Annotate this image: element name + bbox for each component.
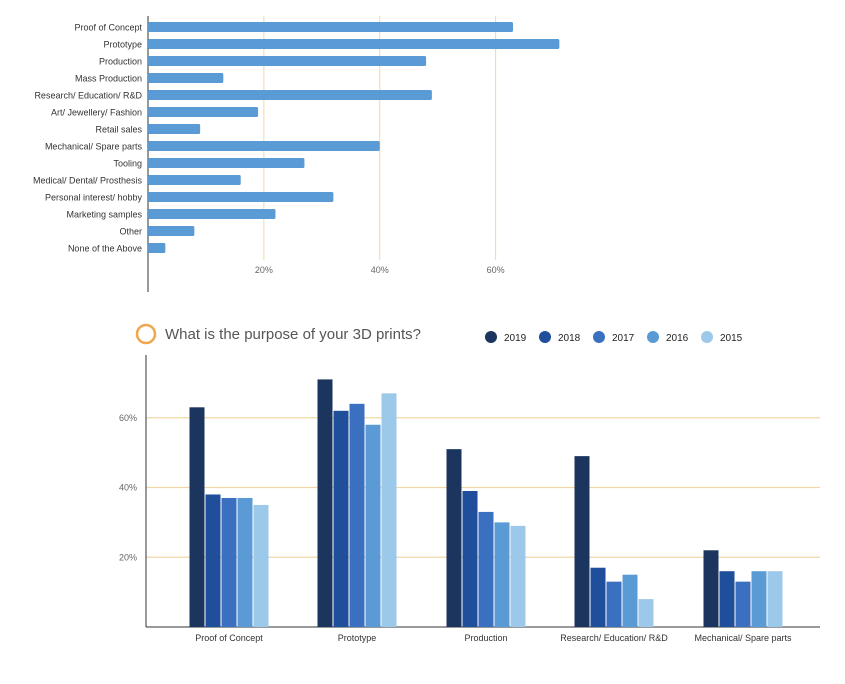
chart1-category-label: Personal interest/ hobby — [45, 193, 143, 203]
chart1-x-ticks: 20% 40% 60% — [255, 265, 505, 275]
chart2-bar-2016 — [365, 424, 381, 627]
chart1-category-label: Production — [99, 57, 142, 67]
legend-swatch-2016 — [647, 331, 659, 343]
chart2-bar-2019 — [574, 456, 590, 627]
chart2-bar-2017 — [478, 511, 494, 627]
chart1-bar — [148, 124, 201, 134]
chart1: Proof of Concept Prototype Production Mass … — [33, 16, 560, 292]
chart2-bar-2018 — [719, 571, 735, 627]
chart1-bar — [148, 73, 224, 83]
chart2-bar-2016 — [237, 497, 253, 627]
chart2-legend: 2019 2018 2017 2016 2015 — [485, 331, 743, 344]
chart1-category-label: Prototype — [103, 40, 142, 50]
chart2: What is the purpose of your 3D prints? 2… — [119, 323, 820, 643]
chart2-bar-2015 — [767, 571, 783, 627]
chart1-bar — [148, 56, 427, 66]
chart1-category-label: Retail sales — [95, 125, 142, 135]
legend-label-2015: 2015 — [720, 333, 743, 344]
chart2-bar-2018 — [590, 567, 606, 627]
chart2-bar-2017 — [735, 581, 751, 627]
chart2-bar-2018 — [205, 494, 221, 627]
chart2-bars — [189, 379, 783, 627]
chart2-bar-2019 — [703, 550, 719, 627]
chart1-category-label: Tooling — [113, 159, 142, 169]
chart2-y-ticks: 20% 40% 60% — [119, 413, 137, 562]
chart1-bar — [148, 158, 305, 168]
chart2-bar-2019 — [446, 449, 462, 627]
chart1-bar — [148, 22, 514, 32]
chart2-bar-2016 — [751, 571, 767, 627]
chart1-bar — [148, 175, 241, 185]
chart1-category-labels: Proof of Concept Prototype Production Mass … — [33, 23, 143, 254]
chart2-bar-2015 — [638, 599, 654, 627]
chart2-bar-2019 — [189, 407, 205, 627]
chart1-x-tick-label: 20% — [255, 265, 273, 275]
chart1-bar — [148, 39, 560, 49]
chart1-category-label: Medical/ Dental/ Prosthesis — [33, 176, 143, 186]
legend-swatch-2018 — [539, 331, 551, 343]
chart2-bar-2017 — [606, 581, 622, 627]
legend-swatch-2017 — [593, 331, 605, 343]
legend-label-2016: 2016 — [666, 333, 689, 344]
chart1-bar — [148, 141, 380, 151]
chart1-category-label: None of the Above — [68, 244, 142, 254]
chart2-bar-2016 — [494, 522, 510, 627]
chart1-category-label: Proof of Concept — [74, 23, 142, 33]
chart1-category-label: Marketing samples — [66, 210, 142, 220]
legend-swatch-2019 — [485, 331, 497, 343]
legend-swatch-2015 — [701, 331, 713, 343]
chart1-bar — [148, 90, 432, 100]
chart2-bar-2015 — [510, 525, 526, 627]
legend-label-2017: 2017 — [612, 333, 635, 344]
chart1-category-label: Art/ Jewellery/ Fashion — [51, 108, 142, 118]
chart1-x-tick-label: 40% — [371, 265, 389, 275]
chart2-category-label: Prototype — [338, 633, 377, 643]
chart1-bar — [148, 192, 334, 202]
chart1-bar — [148, 243, 166, 253]
chart2-bar-2015 — [253, 504, 269, 627]
chart2-bar-2019 — [317, 379, 333, 627]
legend-label-2018: 2018 — [558, 333, 581, 344]
chart2-bar-2017 — [349, 403, 365, 627]
chart2-category-labels: Proof of Concept Prototype Production Resea… — [195, 633, 792, 643]
chart2-bar-2018 — [333, 410, 349, 627]
chart1-category-label: Other — [119, 227, 142, 237]
legend-label-2019: 2019 — [504, 333, 527, 344]
chart2-bar-2016 — [622, 574, 638, 627]
chart2-bar-2015 — [381, 393, 397, 627]
chart1-category-label: Mass Production — [75, 74, 142, 84]
chart2-category-label: Proof of Concept — [195, 633, 263, 643]
chart2-category-label: Mechanical/ Spare parts — [694, 633, 792, 643]
chart2-category-label: Production — [464, 633, 507, 643]
title-circle-icon — [135, 323, 157, 345]
chart1-x-tick-label: 60% — [487, 265, 505, 275]
chart2-category-label: Research/ Education/ R&D — [560, 633, 668, 643]
chart2-y-tick-label: 20% — [119, 552, 137, 562]
chart1-bar — [148, 226, 195, 236]
chart1-bar — [148, 209, 276, 219]
chart1-category-label: Research/ Education/ R&D — [34, 91, 142, 101]
chart1-bar — [148, 107, 259, 117]
chart2-title: What is the purpose of your 3D prints? — [165, 326, 421, 343]
chart2-y-tick-label: 60% — [119, 413, 137, 423]
chart2-bar-2017 — [221, 497, 237, 627]
chart1-gridlines — [263, 16, 497, 260]
chart1-bars — [148, 22, 560, 253]
chart2-bar-2018 — [462, 491, 478, 627]
chart1-category-label: Mechanical/ Spare parts — [45, 142, 143, 152]
chart2-y-tick-label: 40% — [119, 483, 137, 493]
